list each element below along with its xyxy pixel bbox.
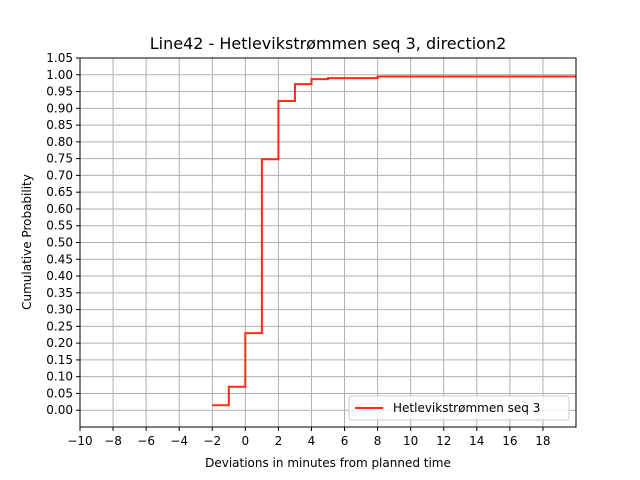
x-tick-label: 6 — [341, 434, 349, 448]
y-tick-label: 0.50 — [46, 236, 73, 250]
cdf-step-line — [212, 75, 576, 407]
y-tick-label: 0.45 — [46, 252, 73, 266]
x-tick-label: 4 — [308, 434, 316, 448]
y-tick-label: 0.55 — [46, 219, 73, 233]
x-axis-label: Deviations in minutes from planned time — [205, 456, 451, 470]
legend-label: Hetlevikstrømmen seq 3 — [393, 401, 540, 415]
grid — [79, 57, 576, 427]
y-tick-label: 1.05 — [46, 51, 73, 65]
x-tick-label: 12 — [436, 434, 451, 448]
legend-frame — [348, 395, 570, 421]
y-tick-label: 0.35 — [46, 286, 73, 300]
x-tick-label: −6 — [137, 434, 155, 448]
y-axis-label: Cumulative Probability — [20, 174, 34, 310]
x-tick-label: 18 — [535, 434, 550, 448]
y-tick-label: 0.60 — [46, 202, 73, 216]
y-tick-label: 0.05 — [46, 386, 73, 400]
y-tick-label: 0.20 — [46, 336, 73, 350]
x-tick-label: 8 — [374, 434, 382, 448]
y-tick-label: 0.65 — [46, 185, 73, 199]
x-tick-label: 0 — [242, 434, 250, 448]
y-tick-label: 0.15 — [46, 353, 73, 367]
y-tick-label: 0.25 — [46, 319, 73, 333]
chart-title: Line42 - Hetlevikstrømmen seq 3, directi… — [150, 34, 507, 53]
y-tick-label: 0.85 — [46, 118, 73, 132]
x-tick-label: 16 — [502, 434, 517, 448]
y-tick-label: 0.30 — [46, 303, 73, 317]
x-tick-label: 2 — [275, 434, 283, 448]
y-tick-label: 0.80 — [46, 135, 73, 149]
y-tick-label: 1.00 — [46, 68, 73, 82]
x-tick-label: −2 — [203, 434, 221, 448]
y-tick-label: 0.75 — [46, 152, 73, 166]
x-axis: −10 −8 −6 −4 −2 0 2 4 6 8 10 12 14 16 18 — [67, 427, 551, 448]
legend: Hetlevikstrømmen seq 3 — [348, 395, 570, 421]
x-tick-label: −4 — [170, 434, 188, 448]
y-tick-label: 0.70 — [46, 168, 73, 182]
y-tick-label: 0.95 — [46, 85, 73, 99]
y-axis: 0.00 0.05 0.10 0.15 0.20 0.25 0.30 0.35 0.40 0.45… — [46, 51, 80, 417]
y-tick-label: 0.00 — [46, 403, 73, 417]
x-tick-label: 10 — [403, 434, 418, 448]
x-tick-label: −10 — [67, 434, 92, 448]
y-tick-label: 0.90 — [46, 101, 73, 115]
y-tick-label: 0.40 — [46, 269, 73, 283]
y-tick-label: 0.10 — [46, 370, 73, 384]
series-layer — [212, 75, 576, 407]
x-tick-label: 14 — [469, 434, 484, 448]
x-tick-label: −8 — [104, 434, 122, 448]
